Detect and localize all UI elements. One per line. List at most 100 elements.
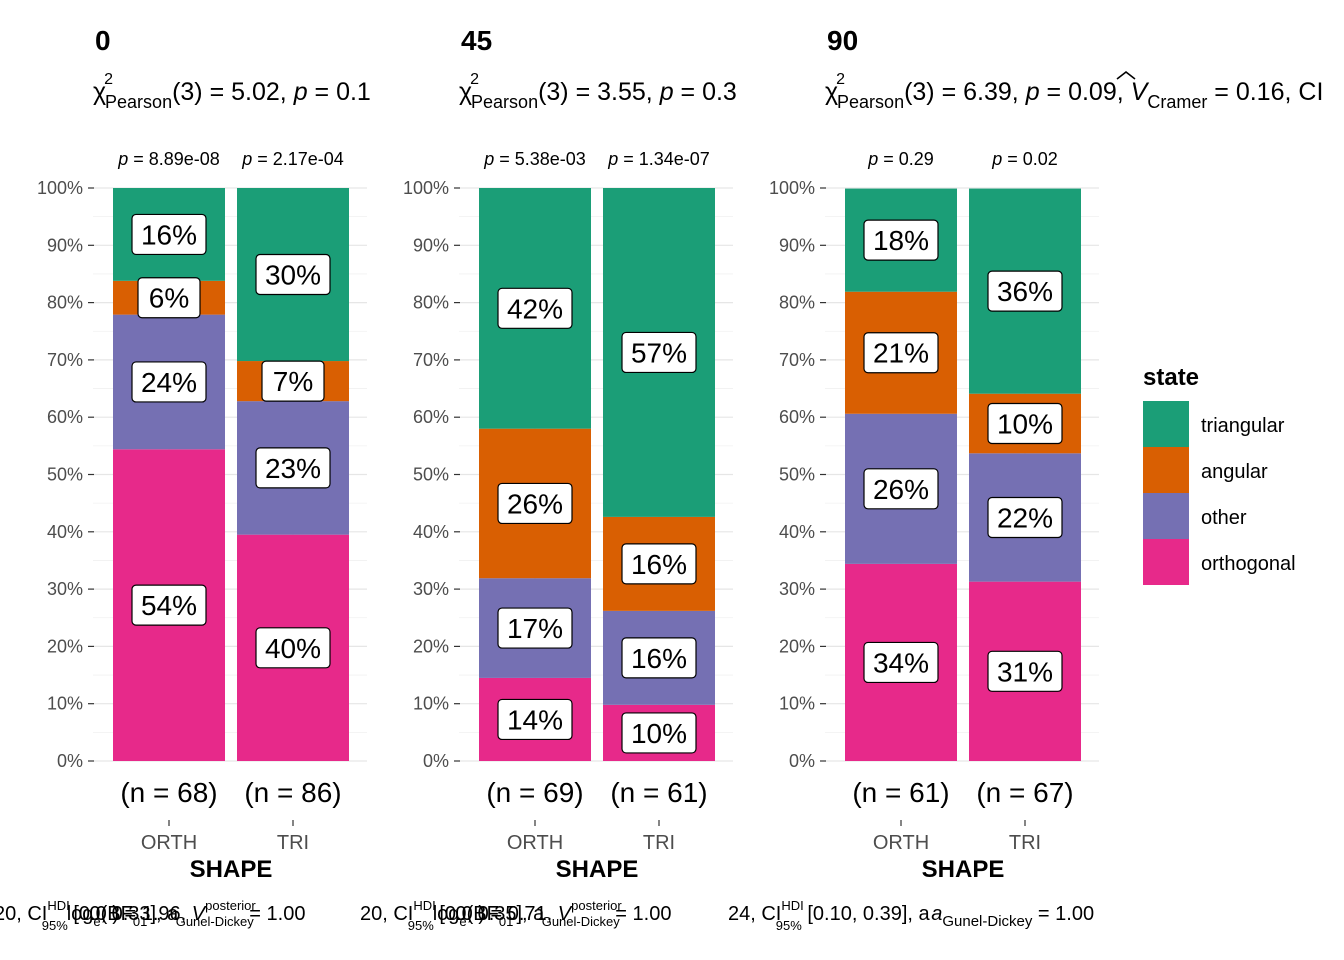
y-tick-label: 100% (403, 178, 449, 198)
svg-text:16%: 16% (141, 219, 197, 250)
svg-text:21%: 21% (873, 338, 929, 369)
y-tick-label: 100% (769, 178, 815, 198)
y-tick-label: 20% (779, 636, 815, 656)
y-tick-label: 40% (47, 522, 83, 542)
legend-label: orthogonal (1201, 553, 1296, 575)
data-label: 21% (863, 332, 939, 374)
svg-text:36%: 36% (997, 276, 1053, 307)
data-label: 10% (621, 712, 697, 754)
chart-panel-0: 0% 10% 20% 30% 40% 50% 60% 70% 80% 90% 100% 54% 24% 6… (37, 25, 371, 883)
y-tick-label: 20% (413, 636, 449, 656)
panel-title: 0 (95, 25, 111, 56)
data-label: 16% (621, 543, 697, 585)
legend-item-orthogonal: orthogonal (1143, 539, 1296, 585)
data-label: 30% (255, 253, 331, 296)
legend-swatch (1143, 493, 1189, 539)
legend: state triangular angular other orthogonal (1143, 364, 1296, 585)
data-label: 40% (255, 627, 331, 669)
pvalue-label: p = 0.02 (991, 149, 1058, 169)
svg-text:16%: 16% (631, 643, 687, 674)
y-tick-label: 0% (57, 751, 83, 771)
data-label: 10% (987, 402, 1063, 445)
caption-text: 24, CIHDI 95% [0.10, 0.39], a aGunel-Dick… (728, 898, 1094, 933)
x-axis-title: SHAPE (556, 856, 639, 883)
y-tick-label: 90% (413, 235, 449, 255)
data-label: 42% (497, 287, 573, 329)
y-tick-label: 0% (789, 751, 815, 771)
data-label: 7% (261, 360, 325, 402)
svg-text:16%: 16% (631, 549, 687, 580)
data-label: 57% (621, 331, 697, 374)
data-label: 36% (987, 270, 1063, 312)
data-label: 34% (863, 641, 939, 684)
x-axis-title: SHAPE (922, 856, 1005, 883)
data-label: 16% (621, 637, 697, 679)
legend-item-angular: angular (1143, 447, 1268, 493)
y-tick-label: 40% (413, 522, 449, 542)
y-tick-label: 50% (413, 465, 449, 485)
n-label: (n = 69) (486, 777, 583, 808)
pvalue-label: p = 0.29 (867, 149, 934, 169)
svg-text:23%: 23% (265, 453, 321, 484)
svg-text:42%: 42% (507, 293, 563, 324)
y-tick-label: 80% (413, 293, 449, 313)
x-axis-title: SHAPE (190, 856, 273, 883)
panel-subtitle: χ2 Pearson(3) = 6.39, p = 0.09, VCramer =… (825, 70, 1323, 112)
legend-item-other: other (1143, 493, 1247, 539)
data-label: 14% (497, 698, 573, 741)
svg-text:17%: 17% (507, 613, 563, 644)
y-tick-label: 90% (47, 235, 83, 255)
y-tick-label: 50% (779, 465, 815, 485)
y-tick-label: 70% (413, 350, 449, 370)
n-label: (n = 61) (610, 777, 707, 808)
y-tick-label: 70% (779, 350, 815, 370)
y-tick-label: 10% (779, 694, 815, 714)
data-label: 23% (255, 447, 331, 489)
svg-text:14%: 14% (507, 704, 563, 735)
y-tick-label: 0% (423, 751, 449, 771)
x-tick-label: ORTH (141, 832, 197, 854)
svg-text:34%: 34% (873, 647, 929, 678)
svg-text:7%: 7% (273, 366, 313, 397)
legend-label: triangular (1201, 415, 1285, 437)
svg-text:31%: 31% (997, 656, 1053, 687)
y-tick-label: 10% (413, 694, 449, 714)
y-tick-label: 30% (47, 579, 83, 599)
n-label: (n = 67) (976, 777, 1073, 808)
x-tick-label: TRI (643, 832, 675, 854)
x-tick-label: ORTH (507, 832, 563, 854)
svg-text:40%: 40% (265, 633, 321, 664)
panel-title: 90 (827, 25, 858, 56)
svg-text:18%: 18% (873, 225, 929, 256)
y-tick-label: 80% (47, 293, 83, 313)
x-tick-label: TRI (1009, 832, 1041, 854)
n-label: (n = 61) (852, 777, 949, 808)
data-label: 26% (863, 468, 939, 510)
pvalue-label: p = 2.17e-04 (241, 149, 344, 169)
svg-text:26%: 26% (873, 474, 929, 505)
chart-panel-90: 0% 10% 20% 30% 40% 50% 60% 70% 80% 90% 100% 34% 26% 2… (769, 25, 1323, 883)
pvalue-label: p = 1.34e-07 (607, 149, 710, 169)
data-label: 18% (863, 219, 939, 261)
y-tick-label: 50% (47, 465, 83, 485)
panel-subtitle: χ2 Pearson(3) = 3.55, p = 0.3 (459, 71, 737, 112)
y-tick-label: 80% (779, 293, 815, 313)
x-tick-label: ORTH (873, 832, 929, 854)
pvalue-label: p = 5.38e-03 (483, 149, 586, 169)
svg-text:10%: 10% (631, 718, 687, 749)
y-tick-label: 60% (779, 407, 815, 427)
y-tick-label: 30% (779, 579, 815, 599)
svg-text:6%: 6% (149, 283, 189, 314)
data-label: 26% (497, 482, 573, 525)
data-label: 54% (131, 584, 207, 626)
y-tick-label: 60% (413, 407, 449, 427)
data-label: 31% (987, 650, 1063, 692)
legend-title: state (1143, 364, 1199, 391)
